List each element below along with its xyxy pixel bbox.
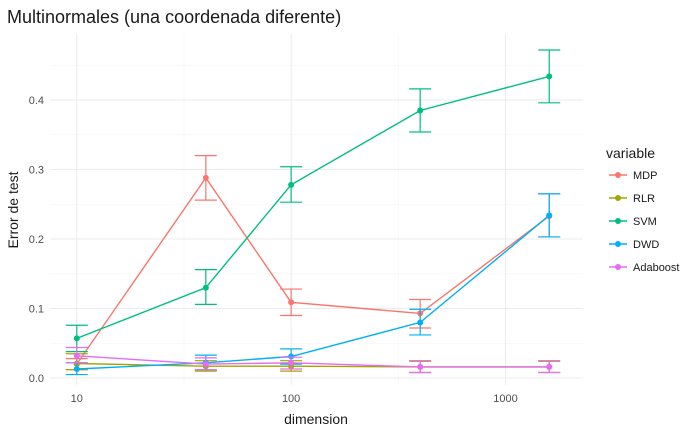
data-point <box>546 363 553 370</box>
data-point <box>202 174 209 181</box>
y-tick-label: 0.3 <box>29 165 44 177</box>
y-tick-labels: 0.0 0.1 0.2 0.3 0.4 <box>29 95 44 385</box>
legend: variable MDP RLR SVM DWD Adaboost <box>606 145 679 274</box>
legend-label: SVM <box>633 216 657 228</box>
legend-item-dwd: DWD <box>609 239 659 251</box>
data-point <box>288 353 295 360</box>
legend-item-svm: SVM <box>609 216 657 228</box>
data-point <box>288 299 295 306</box>
series-line <box>76 214 550 370</box>
legend-key-point <box>615 241 621 247</box>
y-axis-title: Error de test <box>5 171 21 248</box>
series-layer <box>65 49 561 376</box>
data-point <box>417 363 424 370</box>
grid-lines <box>50 34 583 385</box>
series-svm <box>65 49 561 353</box>
x-tick-labels: 10 100 1000 <box>71 393 518 405</box>
data-point <box>202 361 209 368</box>
legend-label: RLR <box>633 193 655 205</box>
x-axis-title: dimension <box>284 411 348 427</box>
series-dwd <box>65 193 561 376</box>
legend-item-mdp: MDP <box>609 170 657 182</box>
x-tick-label: 100 <box>282 393 300 405</box>
y-tick-label: 0.0 <box>29 373 44 385</box>
legend-label: DWD <box>633 239 659 251</box>
y-tick-label: 0.1 <box>29 304 44 316</box>
chart-title: Multinormales (una coordenada diferente) <box>7 7 341 27</box>
legend-key-point <box>615 218 621 224</box>
data-point <box>73 335 80 342</box>
data-point <box>417 319 424 326</box>
series-mdp <box>65 155 561 371</box>
data-point <box>73 366 80 373</box>
legend-item-rlr: RLR <box>609 193 655 205</box>
data-point <box>202 284 209 291</box>
y-tick-label: 0.2 <box>29 234 44 246</box>
legend-label: MDP <box>633 170 657 182</box>
data-point <box>73 352 80 359</box>
data-point <box>288 359 295 366</box>
data-point <box>546 73 553 80</box>
legend-item-adaboost: Adaboost <box>609 262 679 274</box>
data-point <box>417 107 424 114</box>
legend-title: variable <box>606 145 655 161</box>
data-point <box>288 181 295 188</box>
data-point <box>546 212 553 219</box>
x-tick-label: 10 <box>71 393 83 405</box>
series-adaboost <box>65 346 561 374</box>
series-line <box>76 176 550 365</box>
x-tick-label: 1000 <box>493 393 517 405</box>
y-tick-label: 0.4 <box>29 95 44 107</box>
legend-key-point <box>615 195 621 201</box>
legend-key-point <box>615 264 621 270</box>
legend-label: Adaboost <box>633 262 679 274</box>
series-line <box>76 75 550 340</box>
legend-key-point <box>615 172 621 178</box>
